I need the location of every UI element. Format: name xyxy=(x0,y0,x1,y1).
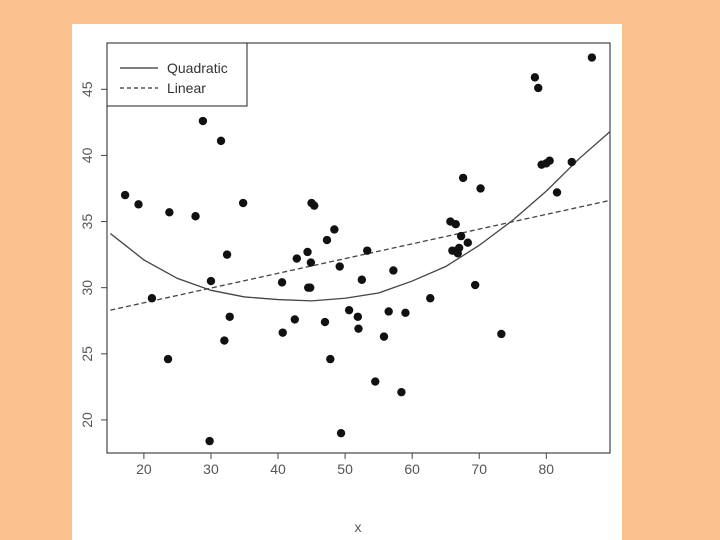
data-point xyxy=(238,198,248,208)
data-point xyxy=(120,190,130,200)
scatter-chart: 20 30 40 50 60 70 80 20 25 30 35 40 45 x Quadratic … xyxy=(79,42,611,535)
data-point xyxy=(397,387,406,397)
fit-curves xyxy=(109,131,611,311)
legend-label-quadratic: Quadratic xyxy=(167,60,228,76)
data-point xyxy=(534,83,543,93)
data-point xyxy=(552,188,562,197)
slide-panel: 20 30 40 50 60 70 80 20 25 30 35 40 45 x Quadratic … xyxy=(72,24,622,540)
x-tick-label: 40 xyxy=(270,461,286,477)
data-point xyxy=(476,184,485,193)
x-tick-label: 80 xyxy=(538,461,554,477)
data-point xyxy=(454,243,464,253)
data-point xyxy=(206,276,216,286)
data-point xyxy=(353,312,363,321)
data-point xyxy=(357,275,367,284)
data-point xyxy=(198,116,208,126)
data-point xyxy=(191,212,200,221)
data-point xyxy=(303,247,312,257)
y-axis: 20 25 30 35 40 45 xyxy=(79,81,107,428)
x-tick-label: 70 xyxy=(471,461,487,477)
data-point xyxy=(306,283,315,292)
data-point xyxy=(310,201,319,210)
data-point xyxy=(470,280,480,290)
data-point xyxy=(354,324,363,333)
data-point xyxy=(326,354,335,364)
data-point xyxy=(330,225,339,234)
quadratic-fit-line xyxy=(109,131,611,302)
data-point xyxy=(456,231,466,241)
y-tick-label: 25 xyxy=(79,346,95,362)
data-point xyxy=(147,294,157,303)
plot-frame xyxy=(106,42,611,454)
data-point xyxy=(451,219,460,229)
data-point xyxy=(371,377,380,386)
data-point xyxy=(336,428,346,438)
data-point xyxy=(277,278,287,287)
data-point xyxy=(587,53,597,62)
data-point xyxy=(379,332,389,341)
data-point xyxy=(292,254,301,263)
x-tick-label: 30 xyxy=(203,461,219,477)
x-tick-label: 50 xyxy=(337,461,353,477)
data-point xyxy=(389,266,398,275)
x-tick-label: 20 xyxy=(136,461,152,477)
data-point xyxy=(222,250,232,259)
data-point xyxy=(401,308,410,318)
data-point xyxy=(426,294,435,303)
data-point xyxy=(163,354,173,364)
data-point xyxy=(384,307,393,316)
data-point xyxy=(567,157,576,167)
y-tick-label: 30 xyxy=(79,280,95,296)
data-point xyxy=(134,200,143,209)
x-axis-title: x xyxy=(355,519,362,535)
data-point xyxy=(463,238,473,247)
x-axis: 20 30 40 50 60 70 80 xyxy=(136,453,554,477)
x-tick-label: 60 xyxy=(404,461,420,477)
y-tick-label: 35 xyxy=(79,214,95,230)
linear-fit-line xyxy=(110,199,611,311)
data-point xyxy=(290,315,299,324)
data-point xyxy=(220,336,229,345)
data-point xyxy=(344,305,354,315)
data-point xyxy=(335,262,344,271)
legend: Quadratic Linear xyxy=(106,42,248,107)
data-point xyxy=(363,246,372,255)
data-point xyxy=(322,235,332,245)
legend-box xyxy=(106,42,248,107)
data-point xyxy=(225,312,234,321)
data-points xyxy=(120,53,597,446)
data-point xyxy=(497,329,506,339)
data-point xyxy=(530,73,540,82)
data-point xyxy=(278,328,287,337)
y-tick-label: 20 xyxy=(79,412,95,428)
data-point xyxy=(545,156,554,165)
y-tick-label: 40 xyxy=(79,147,95,163)
data-point xyxy=(306,258,316,267)
data-point xyxy=(165,208,174,217)
y-tick-label: 45 xyxy=(79,81,95,97)
data-point xyxy=(205,436,214,446)
legend-label-linear: Linear xyxy=(167,80,206,96)
data-point xyxy=(458,173,468,183)
data-point xyxy=(216,136,226,146)
data-point xyxy=(320,317,330,327)
